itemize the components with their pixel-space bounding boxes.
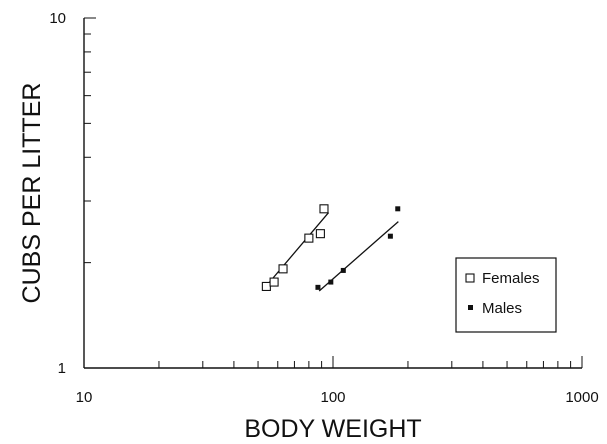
y-tick-label-10: 10: [49, 10, 66, 27]
series-females-points: [261, 204, 329, 292]
point-females: [261, 281, 271, 292]
legend-marker-females: [465, 273, 475, 283]
point-females: [278, 264, 288, 274]
fit-line-males: [318, 221, 399, 292]
legend: Females Males: [455, 257, 557, 333]
point-females: [319, 204, 329, 214]
y-tick-label-1: 1: [58, 360, 66, 377]
legend-marker-males: [468, 305, 473, 310]
series-males-points: [315, 206, 401, 290]
legend-label-females: Females: [482, 270, 540, 287]
x-tick-label-100: 100: [320, 389, 345, 406]
x-axis-title: BODY WEIGHT: [244, 415, 421, 443]
point-males: [395, 206, 401, 212]
y-axis-title: CUBS PER LITTER: [18, 83, 46, 304]
x-tick-label-10: 10: [76, 389, 93, 406]
point-males: [340, 267, 346, 273]
legend-box: [455, 257, 557, 333]
fit-line-females: [263, 212, 330, 289]
y-axis-ticks: [84, 17, 96, 369]
point-females: [269, 277, 279, 287]
point-males: [315, 284, 321, 290]
x-tick-label-1000: 1000: [565, 389, 598, 406]
legend-label-males: Males: [482, 300, 522, 317]
point-males: [387, 233, 393, 239]
x-axis-ticks: [83, 356, 583, 368]
point-females: [315, 229, 325, 239]
point-males: [328, 279, 334, 285]
point-females: [304, 233, 314, 243]
